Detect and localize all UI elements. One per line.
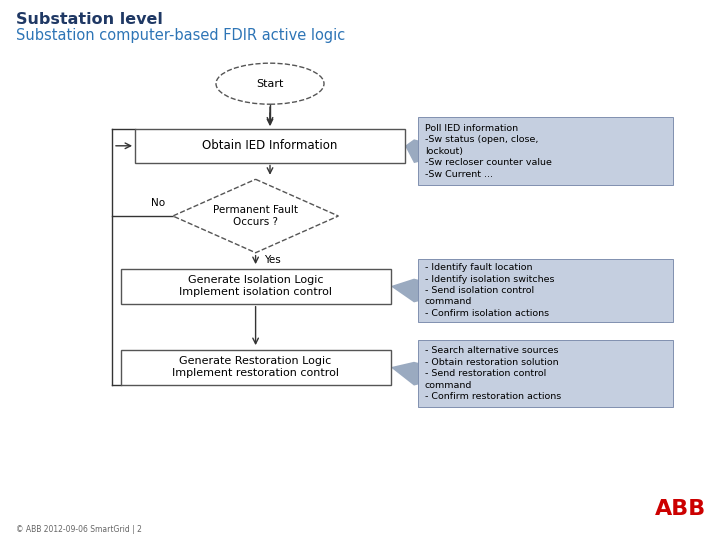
Text: - Search alternative sources
- Obtain restoration solution
- Send restoration co: - Search alternative sources - Obtain re… <box>425 346 561 401</box>
Polygon shape <box>390 362 443 386</box>
Text: - Identify fault location
- Identify isolation switches
- Send isolation control: - Identify fault location - Identify iso… <box>425 263 554 318</box>
Text: Generate Restoration Logic
Implement restoration control: Generate Restoration Logic Implement res… <box>172 356 339 378</box>
FancyBboxPatch shape <box>418 117 673 185</box>
FancyBboxPatch shape <box>121 269 390 303</box>
Polygon shape <box>173 179 338 253</box>
FancyBboxPatch shape <box>418 259 673 321</box>
Text: ABB: ABB <box>654 500 706 519</box>
FancyBboxPatch shape <box>121 350 390 384</box>
FancyBboxPatch shape <box>418 340 673 407</box>
FancyBboxPatch shape <box>135 129 405 163</box>
Text: Yes: Yes <box>264 255 281 266</box>
Text: Start: Start <box>256 79 284 89</box>
Text: Obtain IED Information: Obtain IED Information <box>202 139 338 152</box>
Text: Substation level: Substation level <box>16 12 163 27</box>
Text: No: No <box>151 198 166 208</box>
Polygon shape <box>390 279 443 302</box>
Ellipse shape <box>216 63 324 104</box>
Text: Permanent Fault
Occurs ?: Permanent Fault Occurs ? <box>213 205 298 227</box>
Text: © ABB 2012-09-06 SmartGrid | 2: © ABB 2012-09-06 SmartGrid | 2 <box>16 524 142 534</box>
Polygon shape <box>405 139 443 163</box>
Text: Poll IED information
-Sw status (open, close,
lockout)
-Sw recloser counter valu: Poll IED information -Sw status (open, c… <box>425 124 552 179</box>
Text: Generate Isolation Logic
Implement isolation control: Generate Isolation Logic Implement isola… <box>179 275 332 297</box>
Text: Substation computer-based FDIR active logic: Substation computer-based FDIR active lo… <box>16 28 345 43</box>
